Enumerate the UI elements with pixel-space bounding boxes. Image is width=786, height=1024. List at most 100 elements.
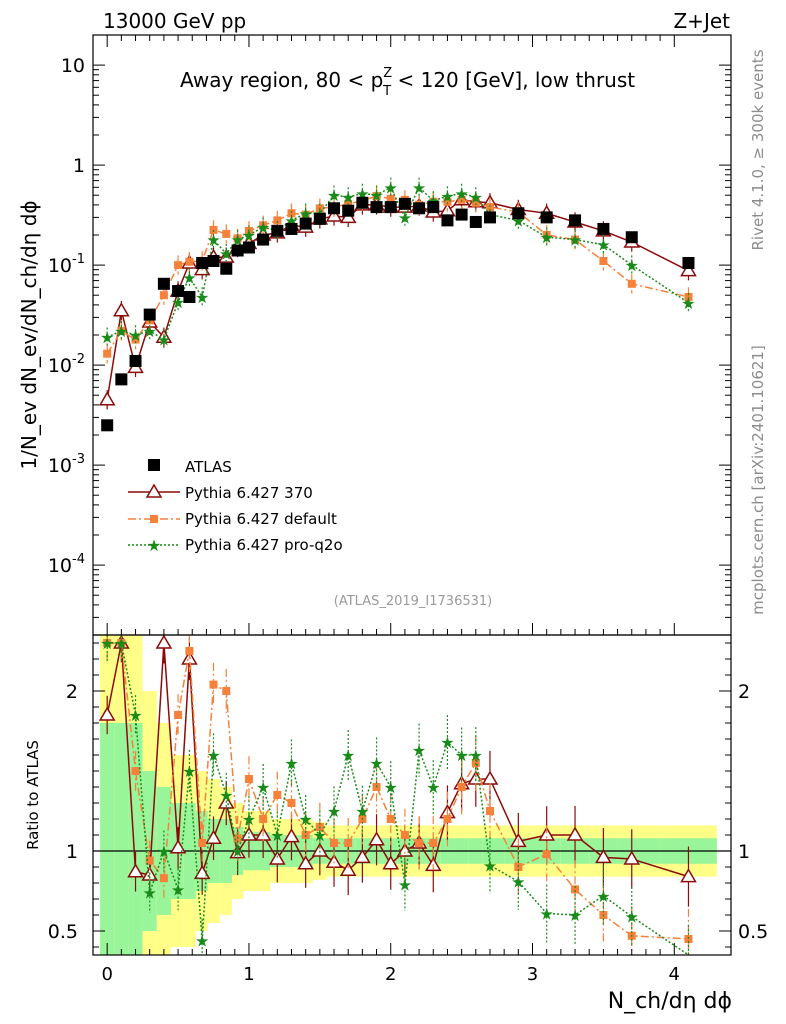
data-point bbox=[455, 208, 468, 221]
y-axis-label-main: 1/N_ev dN_ev/dN_ch/dη dϕ bbox=[17, 200, 41, 469]
data-point bbox=[441, 214, 454, 227]
ratio-point: ★ bbox=[384, 778, 398, 797]
data-point bbox=[287, 209, 296, 218]
ratio-point: ★ bbox=[369, 754, 383, 773]
data-point: ★ bbox=[398, 208, 412, 227]
ratio-point: ★ bbox=[128, 706, 142, 725]
x-tick-label: 4 bbox=[669, 964, 680, 985]
ratio-band-inner bbox=[100, 723, 115, 955]
data-point bbox=[129, 354, 142, 367]
ratio-point: ★ bbox=[568, 906, 582, 925]
legend-marker-proq2o: ★ bbox=[147, 536, 161, 555]
plot-title: Away region, 80 < pZ T < 120 [GeV], low t… bbox=[180, 66, 635, 99]
ratio-point bbox=[269, 850, 286, 865]
data-point bbox=[257, 233, 270, 246]
ratio-point bbox=[330, 839, 339, 847]
ratio-point: ★ bbox=[195, 932, 209, 951]
data-point bbox=[342, 204, 355, 217]
ratio-point bbox=[354, 848, 371, 864]
data-point bbox=[113, 302, 130, 317]
ratio-tick-label-left: 2 bbox=[66, 681, 78, 703]
data-point bbox=[370, 201, 383, 214]
ratio-point bbox=[244, 775, 253, 783]
legend-entry-default: Pythia 6.427 default bbox=[128, 510, 337, 528]
data-point bbox=[597, 222, 610, 235]
ratio-point bbox=[209, 680, 218, 689]
ratio-point bbox=[368, 831, 385, 846]
ratio-point bbox=[471, 759, 480, 767]
ratio-point bbox=[396, 842, 414, 857]
ratio-point bbox=[297, 855, 314, 870]
data-point: ★ bbox=[256, 218, 270, 237]
ratio-point: ★ bbox=[157, 842, 171, 861]
ratio-point: ★ bbox=[100, 634, 114, 653]
data-point bbox=[372, 192, 381, 201]
data-point: ★ bbox=[625, 256, 639, 275]
legend-label-proq2o: Pythia 6.427 pro-q2o bbox=[185, 536, 343, 554]
ratio-point: ★ bbox=[596, 887, 610, 906]
data-point bbox=[512, 207, 525, 220]
data-point: ★ bbox=[469, 188, 483, 207]
data-point: ★ bbox=[596, 236, 610, 255]
data-point bbox=[183, 290, 196, 303]
y-tick-label-main: 10-4 bbox=[48, 552, 85, 577]
ratio-point: ★ bbox=[230, 842, 244, 861]
ratio-point bbox=[145, 856, 154, 865]
data-point: ★ bbox=[412, 178, 426, 197]
ratio-point: ★ bbox=[182, 762, 196, 781]
data-point bbox=[220, 262, 233, 275]
data-point: ★ bbox=[327, 186, 341, 205]
ratio-point bbox=[155, 634, 173, 649]
data-point bbox=[299, 217, 312, 230]
title-sub: T bbox=[382, 84, 391, 99]
ratio-point bbox=[623, 850, 641, 865]
data-point: ★ bbox=[242, 226, 256, 245]
data-point bbox=[485, 203, 494, 212]
ratio-point bbox=[344, 839, 353, 847]
ratio-point bbox=[538, 826, 555, 841]
axis-ticks bbox=[93, 34, 731, 955]
ratio-point bbox=[198, 839, 207, 847]
ratio-point bbox=[457, 783, 466, 791]
ratio-point: ★ bbox=[270, 826, 284, 845]
ratio-point: ★ bbox=[171, 880, 185, 899]
legend-marker-370 bbox=[145, 483, 163, 498]
x-tick-label: 2 bbox=[385, 964, 396, 985]
ratio-point bbox=[566, 826, 584, 841]
data-point bbox=[98, 391, 116, 406]
ratio-point bbox=[205, 829, 222, 844]
y-tick-label-main: 10-2 bbox=[48, 352, 85, 377]
title-sup: Z bbox=[383, 66, 392, 81]
data-point bbox=[680, 262, 697, 277]
data-point bbox=[115, 373, 128, 386]
ratio-panel-frame bbox=[92, 634, 732, 956]
data-point bbox=[242, 241, 255, 254]
ratio-point bbox=[273, 791, 282, 799]
data-point bbox=[159, 291, 168, 300]
ratio-series-3: ★ ★★★★★★★★★★★★★★★★★★★★★★★★★★ ★★★★ ★★★ bbox=[100, 634, 690, 956]
ratio-point: ★ bbox=[483, 856, 497, 875]
ratio-point: ★ bbox=[469, 746, 483, 765]
data-point bbox=[222, 229, 231, 238]
data-point: ★ bbox=[157, 331, 171, 350]
data-point bbox=[542, 231, 551, 239]
ratio-point bbox=[259, 815, 268, 823]
ratio-point bbox=[542, 850, 551, 859]
data-point bbox=[471, 198, 480, 207]
ratio-band-inner bbox=[114, 723, 129, 955]
ratio-tick-label-right: 2 bbox=[738, 681, 750, 703]
ratio-point bbox=[174, 711, 183, 719]
ratio-point bbox=[514, 863, 523, 871]
tick-labels: 0 1 2 3 4 10-4 10-3 10-2 10-1 1 10 0.5 0.5 1 1 2 2 bbox=[48, 55, 768, 985]
data-point: ★ bbox=[568, 231, 582, 250]
legend-marker-atlas bbox=[148, 459, 160, 471]
legend-label-370: Pythia 6.427 370 bbox=[185, 484, 313, 502]
x-axis-label: N_ch/dη dϕ bbox=[608, 989, 732, 1014]
data-point bbox=[483, 211, 496, 224]
data-point bbox=[684, 292, 693, 301]
ratio-point: ★ bbox=[625, 908, 639, 927]
data-point bbox=[469, 215, 482, 228]
mcplots-label: mcplots.cern.ch [arXiv:2401.10621] bbox=[749, 345, 767, 615]
data-point bbox=[413, 202, 426, 215]
